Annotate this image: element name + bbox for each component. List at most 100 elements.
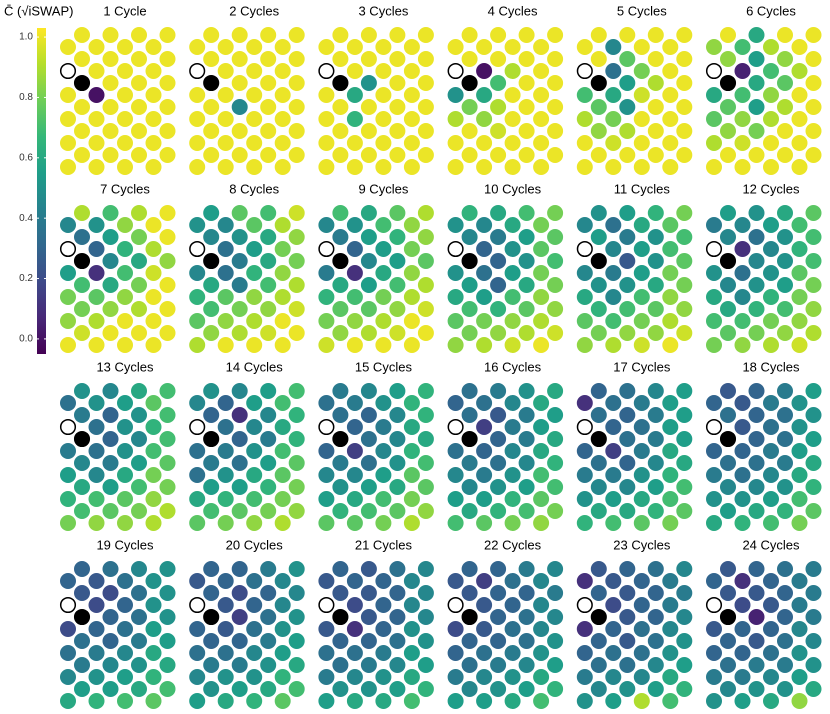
qubit: [102, 479, 119, 495]
qubit: [159, 609, 176, 625]
qubit: [476, 597, 493, 613]
qubit: [159, 503, 176, 519]
qubit: [318, 443, 335, 459]
qubit: [102, 51, 119, 67]
qubit: [74, 229, 90, 245]
qubit: [763, 467, 779, 483]
qubit: [647, 657, 664, 673]
qubit: [332, 681, 349, 697]
qubit: [504, 111, 521, 127]
qubit: [231, 479, 248, 495]
qubit: [131, 75, 147, 91]
qubit: [274, 621, 291, 637]
qubit: [461, 51, 478, 67]
qubit: [662, 693, 679, 709]
qubit: [706, 159, 722, 175]
qubit: [217, 645, 234, 661]
qubit: [117, 241, 133, 257]
qubit: [662, 135, 679, 151]
qubit: [619, 585, 636, 601]
qubit: [102, 253, 119, 269]
colorbar-title: C̄ (√iSWAP): [4, 3, 73, 18]
measured-qubit: [719, 430, 737, 448]
qubit: [576, 515, 593, 531]
qubit: [706, 645, 722, 661]
qubit: [476, 39, 493, 55]
qubit: [60, 87, 76, 103]
qubit: [461, 325, 478, 341]
qubit: [246, 443, 263, 459]
panel-title: 12 Cycles: [742, 181, 800, 196]
qubit: [288, 51, 305, 67]
qubit: [417, 657, 434, 673]
qubit: [389, 407, 406, 423]
qubit: [74, 277, 90, 293]
qubit: [288, 147, 305, 163]
source-qubit: [59, 418, 77, 436]
qubit: [706, 289, 722, 305]
qubit: [217, 669, 234, 685]
qubit: [246, 111, 263, 127]
qubit: [805, 633, 822, 649]
measured-qubit: [590, 430, 607, 448]
source-qubit: [705, 62, 723, 80]
qubit: [318, 621, 335, 637]
qubit: [447, 645, 464, 661]
measured-qubit: [203, 252, 220, 270]
qubit: [332, 147, 349, 163]
qubit: [145, 669, 162, 685]
source-qubit: [576, 240, 593, 258]
qubit: [547, 503, 564, 519]
qubit: [461, 383, 478, 399]
qubit: [547, 301, 564, 317]
qubit: [88, 265, 105, 281]
qubit: [360, 609, 377, 625]
qubit: [518, 455, 535, 471]
qubit: [791, 419, 808, 435]
qubit: [748, 75, 765, 91]
qubit: [763, 135, 779, 151]
qubit: [662, 419, 679, 435]
qubit: [647, 585, 664, 601]
qubit: [476, 467, 493, 483]
qubit: [203, 681, 220, 697]
qubit: [274, 645, 291, 661]
qubit: [417, 681, 434, 697]
qubit: [476, 443, 493, 459]
qubit: [461, 277, 478, 293]
qubit: [131, 609, 147, 625]
qubit: [461, 205, 478, 221]
qubit: [490, 301, 507, 317]
qubit: [576, 87, 593, 103]
qubit: [389, 561, 406, 577]
qubit: [734, 693, 751, 709]
qubit: [720, 123, 736, 139]
qubit: [706, 669, 722, 685]
qubit: [533, 467, 550, 483]
qubit: [619, 455, 636, 471]
qubit: [74, 407, 90, 423]
qubit: [547, 253, 564, 269]
qubit: [131, 253, 147, 269]
qubit: [102, 27, 119, 43]
qubit: [734, 217, 751, 233]
qubit: [274, 573, 291, 589]
qubit: [647, 325, 664, 341]
qubit: [590, 407, 607, 423]
qubit: [518, 123, 535, 139]
qubit: [791, 217, 808, 233]
qubit: [346, 159, 363, 175]
qubit: [576, 395, 593, 411]
qubit: [403, 241, 420, 257]
panel-title: 7 Cycles: [100, 181, 150, 196]
qubit: [576, 573, 593, 589]
qubit: [389, 479, 406, 495]
qubit: [547, 609, 564, 625]
qubit: [791, 313, 808, 329]
qubit: [246, 337, 263, 353]
qubit: [590, 325, 607, 341]
qubit: [590, 147, 607, 163]
qubit: [605, 265, 622, 281]
qubit: [490, 383, 507, 399]
qubit: [231, 205, 248, 221]
